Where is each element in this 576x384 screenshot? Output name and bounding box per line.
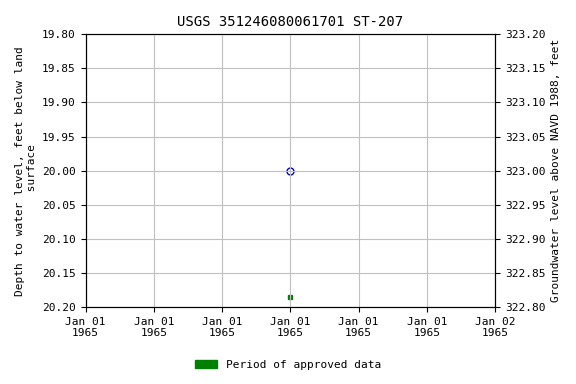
Y-axis label: Groundwater level above NAVD 1988, feet: Groundwater level above NAVD 1988, feet — [551, 39, 561, 302]
Title: USGS 351246080061701 ST-207: USGS 351246080061701 ST-207 — [177, 15, 403, 29]
Legend: Period of approved data: Period of approved data — [191, 356, 385, 375]
Y-axis label: Depth to water level, feet below land
 surface: Depth to water level, feet below land su… — [15, 46, 37, 296]
